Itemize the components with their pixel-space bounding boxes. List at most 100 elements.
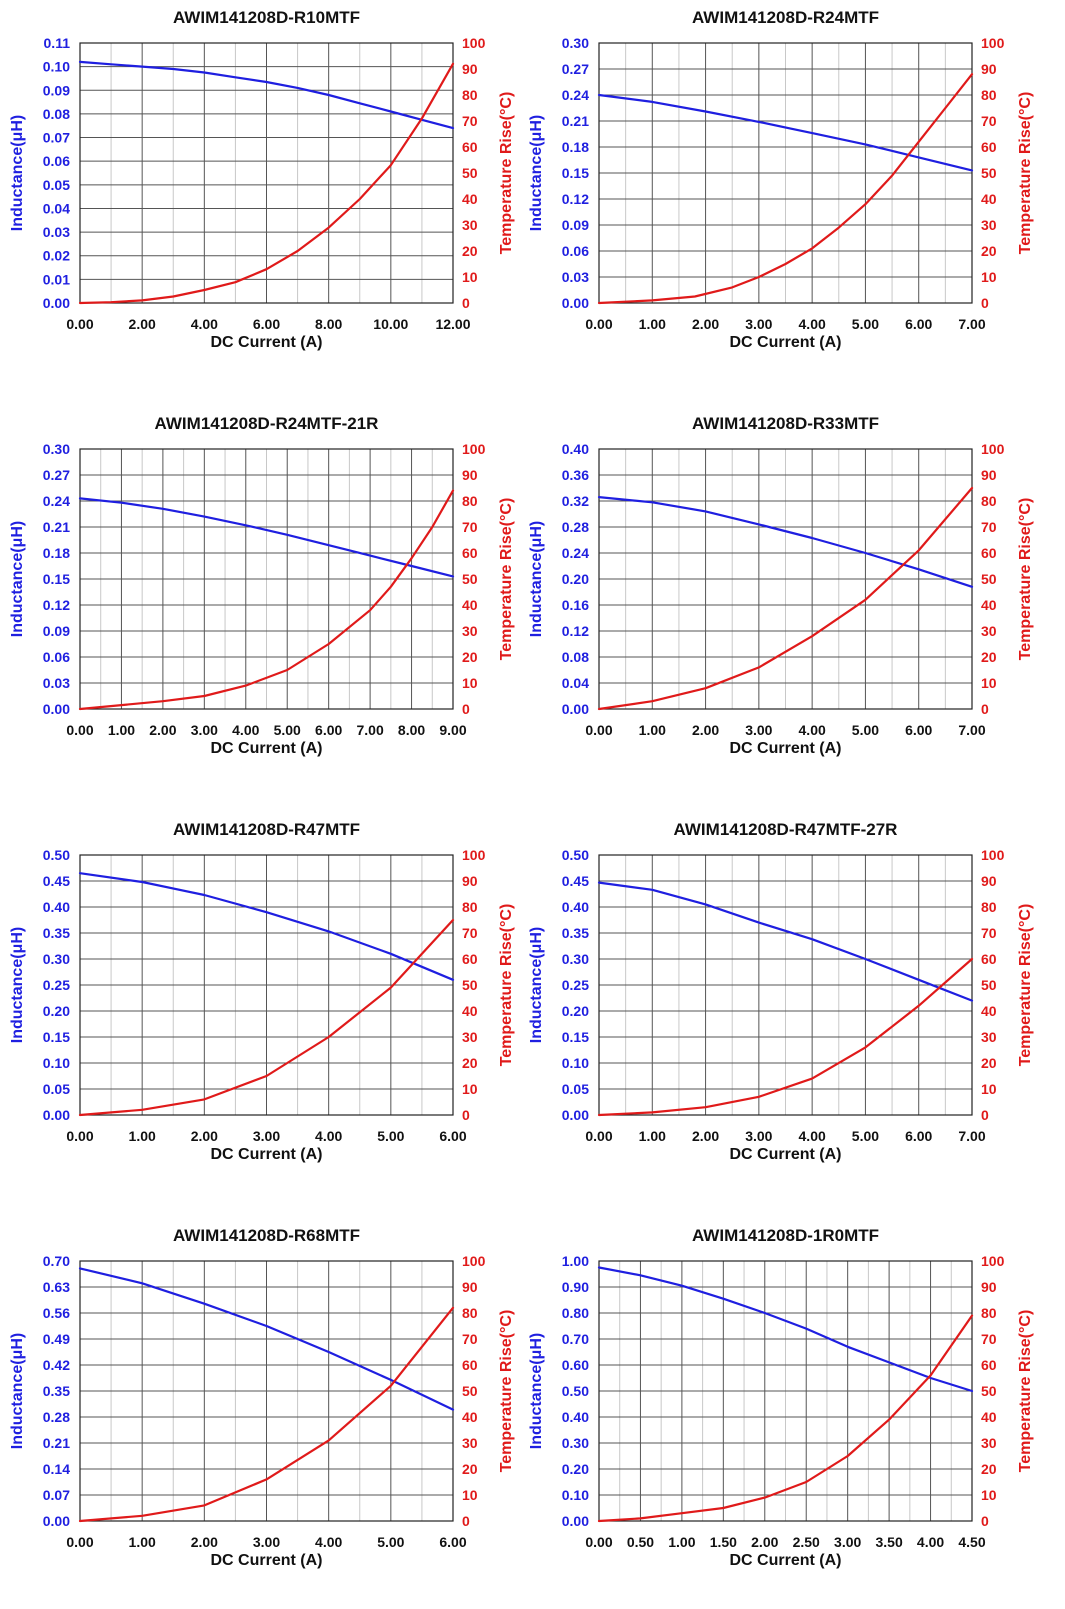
y-tick-label: 0.50 bbox=[43, 847, 70, 863]
x-tick-label: 2.50 bbox=[793, 1534, 820, 1550]
y2-tick-label: 30 bbox=[462, 1029, 478, 1045]
y2-tick-label: 30 bbox=[981, 1435, 997, 1451]
x-axis-label: DC Current (A) bbox=[211, 1146, 323, 1163]
y2-axis-label: Temperature Rise(°C) bbox=[498, 1310, 515, 1473]
x-axis-label: DC Current (A) bbox=[211, 1552, 323, 1569]
y2-tick-label: 90 bbox=[462, 1279, 478, 1295]
y2-tick-label: 50 bbox=[462, 571, 478, 587]
x-tick-label: 4.00 bbox=[315, 1128, 342, 1144]
x-tick-label: 6.00 bbox=[315, 722, 342, 738]
chart-1: AWIM141208D-R10MTF 0.00 0.01 0.02 0.03 0.04 0.… bbox=[9, 8, 515, 351]
inductance-curve bbox=[78, 60, 455, 130]
y2-tick-label: 50 bbox=[981, 1383, 997, 1399]
y-tick-label: 0.20 bbox=[43, 1003, 70, 1019]
plot-frame bbox=[598, 854, 973, 1116]
y-tick-label: 0.20 bbox=[562, 1003, 589, 1019]
y-tick-label: 0.10 bbox=[43, 1055, 70, 1071]
y2-tick-label: 80 bbox=[462, 899, 478, 915]
chart-5: AWIM141208D-R47MTF 0.00 0.05 0.10 0.15 0.20 0.… bbox=[9, 820, 515, 1163]
y-tick-label: 0.18 bbox=[562, 139, 589, 155]
y-tick-label: 0.06 bbox=[562, 243, 589, 259]
x-tick-label: 6.00 bbox=[253, 316, 280, 332]
x-axis-label: DC Current (A) bbox=[211, 334, 323, 351]
x-tick-label: 4.00 bbox=[191, 316, 218, 332]
y-tick-label: 0.00 bbox=[43, 1107, 70, 1123]
y-tick-label: 0.20 bbox=[562, 1461, 589, 1477]
y2-tick-label: 100 bbox=[462, 847, 486, 863]
y-tick-label: 0.06 bbox=[43, 649, 70, 665]
x-tick-label: 8.00 bbox=[398, 722, 425, 738]
y2-tick-label: 0 bbox=[981, 295, 989, 311]
y2-tick-label: 90 bbox=[462, 61, 478, 77]
y-tick-label: 0.42 bbox=[43, 1357, 70, 1373]
y-tick-label: 0.15 bbox=[562, 165, 589, 181]
y-tick-label: 0.07 bbox=[43, 1487, 70, 1503]
temperature-rise-curve bbox=[597, 486, 974, 711]
y2-tick-label: 80 bbox=[462, 493, 478, 509]
x-tick-label: 7.00 bbox=[958, 316, 985, 332]
chart-title: AWIM141208D-R10MTF bbox=[173, 8, 360, 27]
y-axis-label: Inductance(μH) bbox=[528, 1333, 545, 1449]
x-tick-label: 3.00 bbox=[745, 722, 772, 738]
y-tick-label: 0.21 bbox=[43, 519, 70, 535]
y2-tick-label: 60 bbox=[462, 545, 478, 561]
plot-frame bbox=[79, 448, 454, 710]
y2-axis-label: Temperature Rise(°C) bbox=[1017, 1310, 1034, 1473]
y2-tick-label: 10 bbox=[981, 675, 997, 691]
y-tick-label: 0.02 bbox=[43, 248, 70, 264]
y-tick-label: 0.14 bbox=[43, 1461, 70, 1477]
y-tick-label: 0.10 bbox=[43, 59, 70, 75]
y-tick-label: 0.08 bbox=[43, 106, 70, 122]
x-tick-label: 3.50 bbox=[875, 1534, 902, 1550]
x-tick-label: 4.50 bbox=[958, 1534, 985, 1550]
y-tick-label: 0.08 bbox=[562, 649, 589, 665]
grid bbox=[80, 43, 453, 303]
x-tick-label: 6.00 bbox=[439, 1534, 466, 1550]
x-tick-label: 0.00 bbox=[66, 722, 93, 738]
y2-tick-label: 80 bbox=[981, 899, 997, 915]
inductance-curve bbox=[597, 93, 974, 172]
x-tick-label: 3.00 bbox=[253, 1534, 280, 1550]
y2-tick-label: 70 bbox=[462, 925, 478, 941]
y2-axis-label: Temperature Rise(°C) bbox=[498, 498, 515, 661]
y2-tick-label: 30 bbox=[981, 217, 997, 233]
y-tick-label: 0.00 bbox=[43, 1513, 70, 1529]
y-tick-label: 0.25 bbox=[562, 977, 589, 993]
x-tick-label: 1.00 bbox=[639, 316, 666, 332]
y-tick-label: 0.24 bbox=[43, 493, 70, 509]
y-tick-label: 1.00 bbox=[562, 1253, 589, 1269]
y2-tick-label: 10 bbox=[462, 1487, 478, 1503]
y-tick-label: 0.60 bbox=[562, 1357, 589, 1373]
x-tick-label: 0.00 bbox=[585, 722, 612, 738]
y2-tick-label: 50 bbox=[981, 571, 997, 587]
y-tick-label: 0.36 bbox=[562, 467, 589, 483]
x-tick-label: 5.00 bbox=[852, 316, 879, 332]
plot-frame bbox=[598, 42, 973, 304]
y2-tick-label: 90 bbox=[981, 1279, 997, 1295]
temperature-rise-curve bbox=[597, 957, 974, 1117]
y2-tick-label: 80 bbox=[981, 493, 997, 509]
y2-tick-label: 90 bbox=[981, 873, 997, 889]
x-tick-label: 0.00 bbox=[585, 316, 612, 332]
y2-tick-label: 60 bbox=[462, 1357, 478, 1373]
y2-tick-label: 30 bbox=[981, 623, 997, 639]
y-axis-label: Inductance(μH) bbox=[9, 1333, 26, 1449]
chart-3: AWIM141208D-R24MTF-21R 0.00 0.03 0.06 0.09 0.… bbox=[9, 414, 515, 757]
inductance-curve bbox=[597, 881, 974, 1002]
x-tick-label: 7.00 bbox=[958, 1128, 985, 1144]
x-tick-label: 5.00 bbox=[377, 1534, 404, 1550]
y2-tick-label: 50 bbox=[462, 1383, 478, 1399]
inductance-curve bbox=[78, 872, 455, 981]
x-tick-label: 3.00 bbox=[191, 722, 218, 738]
x-tick-label: 12.00 bbox=[435, 316, 470, 332]
y-tick-label: 0.04 bbox=[562, 675, 589, 691]
y-axis-label: Inductance(μH) bbox=[9, 521, 26, 637]
chart-title: AWIM141208D-R68MTF bbox=[173, 1226, 360, 1245]
y2-tick-label: 100 bbox=[981, 847, 1005, 863]
y2-tick-label: 90 bbox=[981, 61, 997, 77]
y2-tick-label: 70 bbox=[981, 519, 997, 535]
x-tick-label: 2.00 bbox=[191, 1128, 218, 1144]
y-tick-label: 0.63 bbox=[43, 1279, 70, 1295]
y-tick-label: 0.40 bbox=[43, 899, 70, 915]
